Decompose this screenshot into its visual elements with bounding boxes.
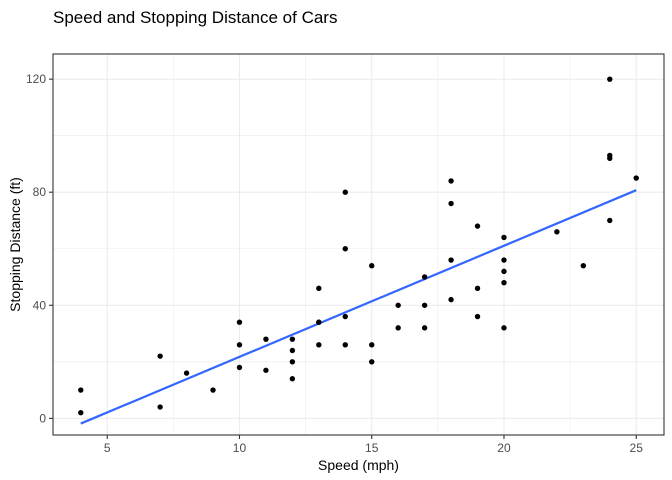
data-point [448,257,454,263]
data-point [263,367,269,373]
data-point [448,200,454,207]
data-point [395,302,401,308]
data-point [369,359,375,365]
data-point [580,262,587,269]
x-tick-label: 5 [104,441,111,455]
x-tick-label: 20 [497,441,511,455]
y-tick-label: 40 [33,298,47,312]
y-axis: 0 40 80 120 [26,72,53,425]
y-axis-title: Stopping Distance (ft) [7,177,23,312]
data-point [448,178,454,184]
data-point [78,387,84,393]
regression-line-group [80,189,637,425]
data-point [474,285,481,292]
data-point [501,268,507,275]
data-point [633,175,639,181]
points-group [78,76,639,416]
data-point [501,257,507,263]
data-point [474,223,481,229]
data-point [289,376,296,382]
regression-line [80,189,637,425]
data-point [342,313,348,320]
data-point [236,342,243,348]
panel-background [53,54,664,435]
y-tick-label: 120 [26,72,46,86]
chart-title: Speed and Stopping Distance of Cars [53,8,337,27]
data-point [342,342,348,348]
y-tick-label: 80 [33,185,47,199]
data-point [289,347,296,354]
data-point [316,342,322,348]
data-point [78,409,84,416]
data-point [421,274,428,280]
data-point [369,342,375,348]
data-point [289,359,296,365]
data-point [421,325,428,331]
data-point [607,76,613,82]
data-point [263,336,269,342]
data-point [236,319,243,325]
data-point [474,313,481,320]
x-axis-title: Speed (mph) [318,457,399,473]
x-tick-label: 25 [630,441,644,455]
data-point [501,279,507,286]
data-point [157,353,163,359]
data-point [554,229,560,235]
data-point [210,387,216,393]
data-point [369,262,375,269]
data-point [607,152,613,159]
data-point [183,370,190,376]
x-tick-label: 10 [233,441,247,455]
data-point [342,189,348,195]
panel-border [52,53,665,436]
x-tick-label: 15 [365,441,379,455]
grid [53,54,664,435]
y-tick-label: 0 [39,411,46,425]
data-point [289,336,296,342]
data-point [421,302,428,308]
data-point [236,364,243,371]
data-point [395,325,401,331]
x-axis: 5 10 15 20 25 [104,435,643,455]
data-point [501,325,507,331]
data-point [342,246,348,252]
data-point [607,217,613,224]
data-point [316,319,322,325]
data-point [501,234,507,241]
data-point [448,296,454,303]
data-point [316,285,322,292]
data-point [157,404,163,410]
